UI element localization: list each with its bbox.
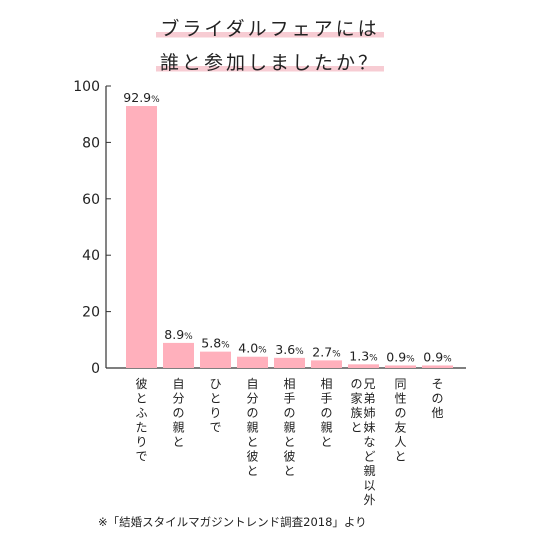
category-label-char: と (283, 464, 295, 478)
chart-title-text-2: 誰と参加しましたか？ (155, 51, 384, 75)
category-label-char: ふ (135, 406, 147, 420)
bar-value-label: 4.0% (238, 341, 267, 356)
category-label-char: と (394, 450, 406, 464)
bar (348, 364, 379, 368)
bar-chart: 02040608010092.9%彼とふたりで8.9%自分の親と5.8%ひとりで… (73, 79, 466, 507)
bar (126, 106, 157, 368)
category-label-char: り (135, 435, 147, 449)
bar-value-label: 5.8% (201, 336, 230, 351)
y-tick-label: 60 (82, 192, 100, 208)
category-label-char: と (172, 435, 184, 449)
category-label-char: 分 (172, 392, 184, 406)
category-label-char: 同 (394, 377, 406, 391)
category-label-char: ひ (209, 377, 221, 391)
category-label-char: な (363, 435, 375, 449)
category-label-char: そ (431, 377, 443, 391)
category-label-char: と (283, 435, 295, 449)
category-label-char: 族 (350, 406, 362, 420)
bar-value-label: 8.9% (164, 327, 193, 342)
category-label-char: 他 (431, 406, 443, 420)
category-label-char: 以 (363, 479, 375, 493)
source-note: ※「結婚スタイルマガジントレンド調査2018」より (98, 515, 367, 529)
category-label-char: た (135, 421, 147, 435)
category-label-char: 親 (363, 464, 375, 478)
y-tick-label: 100 (73, 79, 100, 95)
category-label-char: 手 (320, 392, 332, 406)
category-label-char: 彼 (283, 450, 295, 464)
category-label-char: の (283, 406, 295, 420)
category-label-char: 相 (283, 377, 295, 391)
bar (311, 360, 342, 368)
chart-title-line-2: 誰と参加しましたか？ (0, 51, 540, 75)
category-label-char: の (350, 377, 362, 391)
category-label-char: で (209, 421, 221, 435)
y-tick-label: 40 (82, 248, 100, 264)
category-label-char: と (350, 421, 362, 435)
category-label-char: と (246, 464, 258, 478)
category-label-char: の (172, 406, 184, 420)
category-label-char: 手 (283, 392, 295, 406)
y-tick-label: 20 (82, 305, 100, 321)
bar (200, 351, 231, 368)
category-label-char: 分 (246, 392, 258, 406)
category-label-char: 親 (320, 421, 332, 435)
category-label-char: と (135, 392, 147, 406)
bar (422, 365, 453, 368)
bar-value-label: 0.9% (386, 349, 415, 364)
category-label-char: 兄 (363, 377, 375, 391)
category-label-char: り (209, 406, 221, 420)
category-label-char: 親 (246, 421, 258, 435)
chart-title-text-1: ブライダルフェアには (156, 17, 384, 41)
category-label-char: の (320, 406, 332, 420)
category-label-char: 弟 (363, 392, 375, 406)
y-tick-label: 80 (82, 135, 100, 151)
category-label-char: の (431, 392, 443, 406)
chart-title-line-1: ブライダルフェアには (0, 17, 540, 41)
category-label-char: と (320, 435, 332, 449)
category-label-char: 性 (394, 392, 406, 406)
category-label-char: で (135, 450, 147, 464)
category-label-char: 外 (363, 493, 375, 507)
category-label-char: ど (363, 450, 375, 464)
category-label-char: 妹 (363, 421, 375, 435)
bar-value-label: 1.3% (349, 348, 378, 363)
bar-value-label: 0.9% (423, 349, 452, 364)
category-label-char: 友 (394, 421, 406, 435)
bar (237, 356, 268, 368)
category-label-char: 彼 (135, 377, 147, 391)
y-tick-label: 0 (91, 361, 100, 377)
category-label-char: 姉 (363, 405, 375, 420)
bar (163, 342, 194, 368)
category-label-char: 家 (350, 391, 362, 406)
category-label-char: 親 (172, 421, 184, 435)
bar (385, 365, 416, 368)
bar-value-label: 92.9% (123, 90, 160, 105)
category-label-char: 自 (246, 377, 258, 391)
category-label-char: 親 (283, 421, 295, 435)
category-label-char: 人 (394, 435, 406, 449)
bar (274, 357, 305, 368)
bar-value-label: 2.7% (312, 344, 341, 359)
category-label-char: の (246, 406, 258, 420)
category-label-char: と (246, 435, 258, 449)
category-label-char: の (394, 406, 406, 420)
bar-value-label: 3.6% (275, 342, 304, 357)
category-label-char: 自 (172, 377, 184, 391)
category-label-char: 相 (320, 377, 332, 391)
category-label-char: 彼 (246, 450, 258, 464)
category-label-char: と (209, 392, 221, 406)
